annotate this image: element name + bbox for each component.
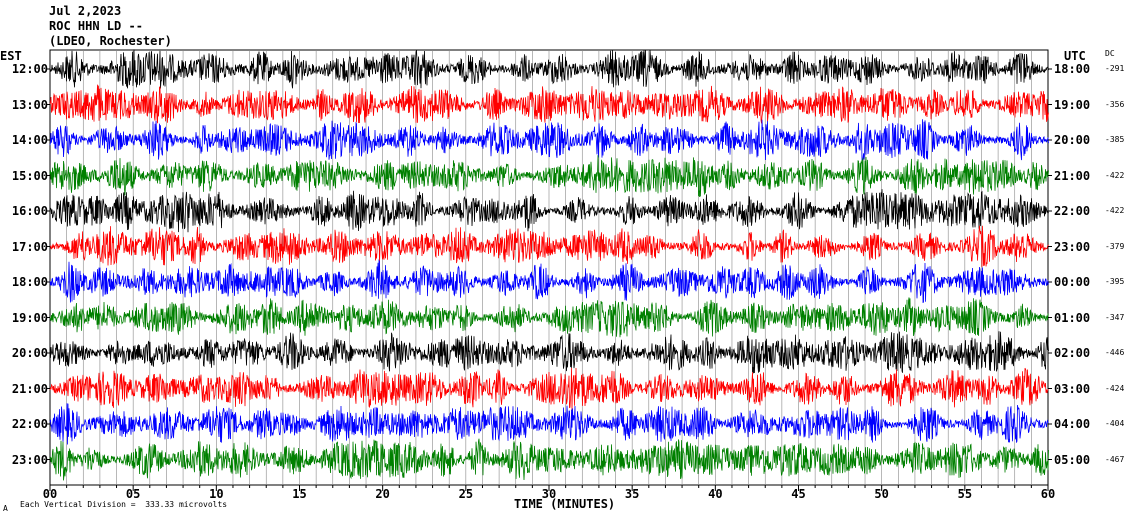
x-tick-label: 20 — [375, 487, 390, 501]
utc-hour-label: 02:00 — [1054, 346, 1091, 360]
utc-hour-label: 22:00 — [1054, 204, 1091, 218]
seismogram-trace — [49, 119, 1049, 162]
x-tick-label: 15 — [292, 487, 307, 501]
dc-offset-value: -446 — [1105, 348, 1125, 357]
x-tick-label: 35 — [624, 487, 640, 501]
utc-hour-label: 19:00 — [1054, 97, 1091, 112]
dc-offset-value: -422 — [1105, 206, 1125, 215]
est-hour-label: 22:00 — [11, 417, 48, 431]
seismogram-trace — [49, 367, 1049, 412]
seismogram-trace — [49, 189, 1049, 233]
dc-offset-value: -347 — [1105, 312, 1125, 322]
dc-offset-value: -356 — [1105, 99, 1125, 109]
x-tick-label: 45 — [791, 487, 806, 501]
dc-offset-value: -385 — [1105, 135, 1125, 144]
x-tick-label: 50 — [874, 487, 889, 501]
est-hour-label: 14:00 — [11, 133, 48, 147]
footer-scale: Each Vertical Division = 333.33 microvol… — [20, 500, 228, 509]
seismogram-trace — [49, 331, 1049, 374]
right-timezone-label: UTC — [1064, 49, 1086, 63]
utc-hour-label: 23:00 — [1054, 239, 1091, 254]
est-hour-label: 19:00 — [11, 310, 48, 325]
utc-hour-label: 04:00 — [1054, 417, 1091, 431]
est-hour-label: 13:00 — [11, 97, 48, 112]
utc-hour-label: 20:00 — [1054, 133, 1091, 147]
x-axis-label: TIME (MINUTES) — [514, 497, 616, 511]
seismogram-trace — [49, 403, 1049, 445]
x-tick-label: 60 — [1040, 487, 1056, 501]
est-hour-label: 23:00 — [11, 452, 48, 467]
x-tick-label: 10 — [209, 487, 224, 501]
est-hour-label: 18:00 — [11, 275, 48, 289]
seismogram-trace — [49, 438, 1049, 481]
dc-offset-value: -291 — [1105, 64, 1125, 73]
utc-hour-label: 05:00 — [1054, 452, 1091, 467]
est-hour-label: 15:00 — [11, 168, 48, 183]
est-hour-label: 20:00 — [11, 346, 48, 360]
est-hour-label: 21:00 — [11, 381, 48, 396]
seismogram-trace — [49, 297, 1049, 338]
header-station: ROC HHN LD -- — [49, 19, 143, 33]
dc-column-label: DC — [1105, 49, 1115, 58]
x-tick-label: 25 — [458, 487, 474, 501]
est-hour-label: 12:00 — [11, 62, 48, 76]
dc-offset-value: -404 — [1105, 419, 1125, 428]
seismogram-trace — [49, 49, 1049, 89]
dc-offset-value: -467 — [1105, 454, 1125, 464]
x-tick-label: 40 — [708, 487, 723, 501]
x-tick-label: 00 — [42, 487, 58, 501]
seismogram-trace — [49, 84, 1049, 124]
x-tick-label: 05 — [125, 487, 141, 501]
utc-hour-label: 03:00 — [1054, 381, 1091, 396]
footer-mark: A — [3, 504, 8, 513]
header-network: (LDEO, Rochester) — [49, 34, 172, 48]
x-tick-label: 55 — [957, 487, 973, 501]
dc-offset-value: -424 — [1105, 383, 1125, 393]
est-hour-label: 17:00 — [11, 239, 48, 254]
utc-hour-label: 21:00 — [1054, 168, 1091, 183]
seismogram-trace — [49, 259, 1049, 303]
utc-hour-label: 00:00 — [1054, 275, 1091, 289]
left-timezone-label: EST — [0, 49, 22, 63]
seismogram-trace — [49, 225, 1049, 267]
dc-offset-value: -379 — [1105, 241, 1125, 251]
x-tick-label: 30 — [541, 487, 557, 501]
est-hour-label: 16:00 — [11, 204, 48, 218]
dc-offset-value: -395 — [1105, 277, 1125, 286]
utc-hour-label: 01:00 — [1054, 310, 1091, 325]
seismogram-trace — [49, 155, 1049, 198]
header-date: Jul 2,2023 — [49, 4, 122, 18]
utc-hour-label: 18:00 — [1054, 62, 1091, 76]
dc-offset-value: -422 — [1105, 170, 1125, 180]
